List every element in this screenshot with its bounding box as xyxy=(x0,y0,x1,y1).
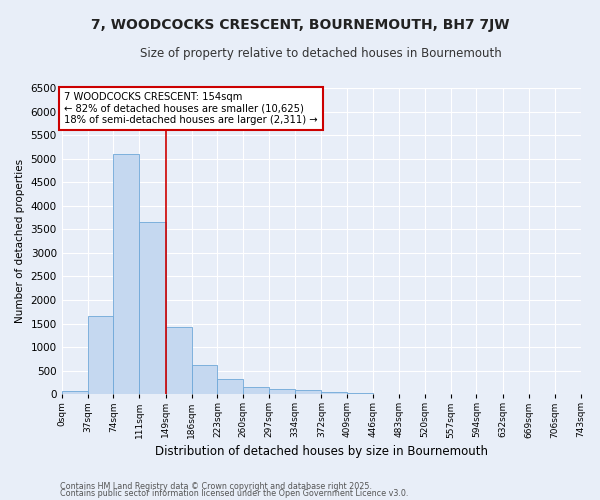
Bar xyxy=(269,388,295,394)
Text: Contains public sector information licensed under the Open Government Licence v3: Contains public sector information licen… xyxy=(60,489,409,498)
Bar xyxy=(217,379,243,394)
X-axis label: Distribution of detached houses by size in Bournemouth: Distribution of detached houses by size … xyxy=(155,444,488,458)
Bar xyxy=(62,392,88,394)
Text: 7 WOODCOCKS CRESCENT: 154sqm
← 82% of detached houses are smaller (10,625)
18% o: 7 WOODCOCKS CRESCENT: 154sqm ← 82% of de… xyxy=(64,92,318,125)
Bar xyxy=(322,392,347,394)
Bar xyxy=(139,222,166,394)
Bar xyxy=(347,393,373,394)
Bar xyxy=(113,154,139,394)
Text: 7, WOODCOCKS CRESCENT, BOURNEMOUTH, BH7 7JW: 7, WOODCOCKS CRESCENT, BOURNEMOUTH, BH7 … xyxy=(91,18,509,32)
Bar xyxy=(295,390,322,394)
Bar xyxy=(166,327,191,394)
Y-axis label: Number of detached properties: Number of detached properties xyxy=(15,159,25,323)
Text: Contains HM Land Registry data © Crown copyright and database right 2025.: Contains HM Land Registry data © Crown c… xyxy=(60,482,372,491)
Bar xyxy=(243,387,269,394)
Title: Size of property relative to detached houses in Bournemouth: Size of property relative to detached ho… xyxy=(140,48,502,60)
Bar xyxy=(191,365,217,394)
Bar xyxy=(88,316,113,394)
